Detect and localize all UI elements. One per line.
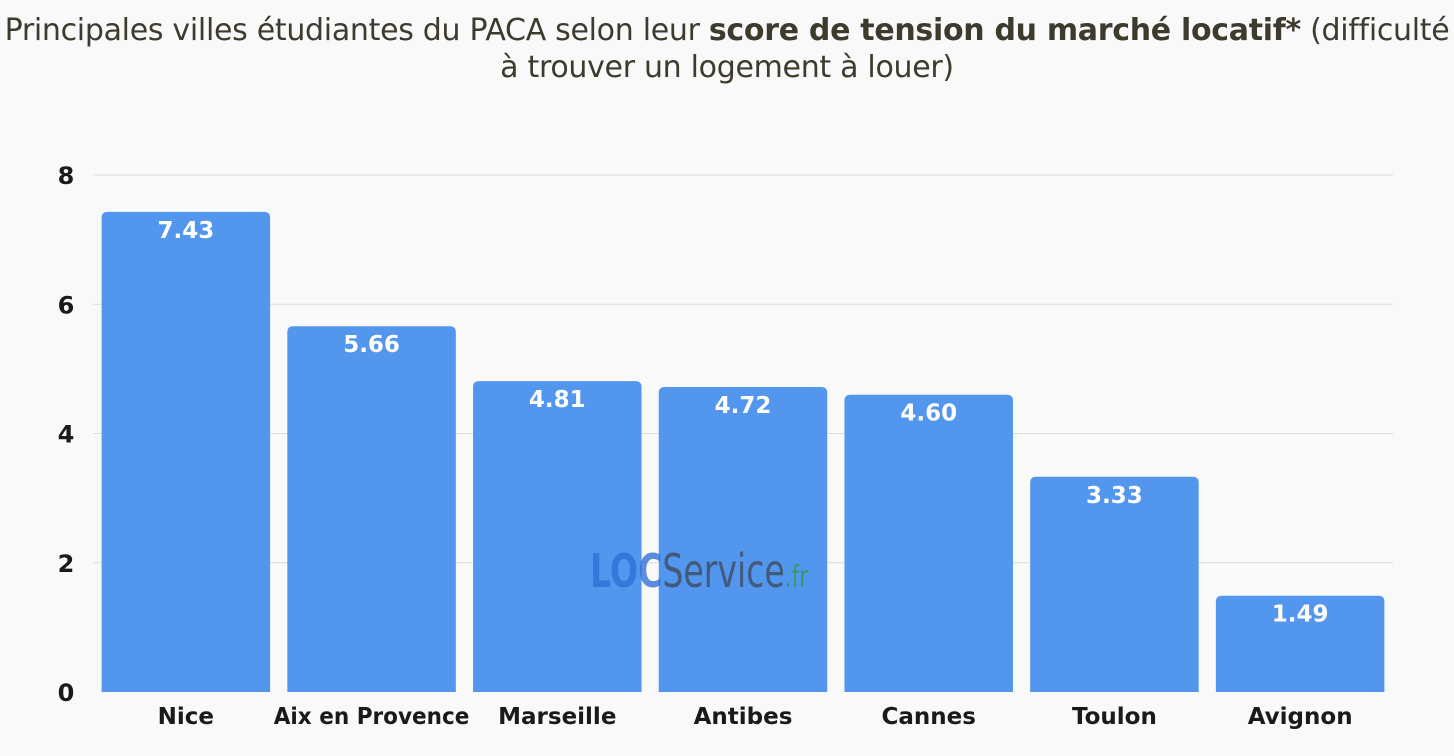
y-tick-label: 4 [58,421,75,449]
watermark-service: Service [662,544,785,598]
x-tick-label: Cannes [881,704,975,730]
bar-marseille [473,381,642,692]
x-tick-label: Toulon [1072,704,1157,730]
bars [101,211,1385,692]
bar-value-label: 7.43 [157,218,214,244]
bar-value-label: 1.49 [1272,602,1329,628]
x-tick-label: Marseille [498,704,616,730]
bar-value-label: 5.66 [343,332,400,358]
y-tick-label: 2 [58,550,75,578]
bar-aix-en-provence [287,326,456,692]
bar-value-label: 4.72 [715,393,772,419]
y-tick-label: 0 [58,679,75,707]
watermark-fr: .fr [784,560,809,595]
chart-title-bold: score de tension du marché locatif* [708,13,1301,48]
bar-antibes [658,386,828,692]
locservice-watermark-logo: LOCService.fr [590,546,808,596]
watermark-loc: LOC [590,544,663,598]
x-tick-label: Antibes [694,704,793,730]
value-labels: 7.43 5.66 4.81 4.72 4.60 3.33 1.49 [157,218,1328,628]
bar-avignon [1215,595,1385,692]
bar-nice [101,211,271,692]
x-tick-label: Avignon [1248,704,1353,730]
bar-value-label: 4.60 [900,401,957,427]
x-tick-label: Nice [158,704,214,730]
x-tick-label: Aix en Provence [274,704,470,730]
chart-title-part1: Principales villes étudiantes du PACA se… [4,13,709,48]
x-axis-labels: Nice Aix en Provence Marseille Antibes Canne… [158,704,1353,730]
bar-value-label: 4.81 [529,387,586,413]
bar-cannes [844,394,1013,692]
chart-title: Principales villes étudiantes du PACA se… [0,12,1454,86]
y-axis-ticks: 0 2 4 6 8 [58,162,75,707]
bar-value-label: 3.33 [1086,483,1143,509]
chart-title-part2: (difficulté à trouver un logement à loue… [500,13,1450,85]
bar-toulon [1030,476,1199,692]
y-tick-label: 6 [58,291,75,319]
y-tick-label: 8 [58,162,75,190]
